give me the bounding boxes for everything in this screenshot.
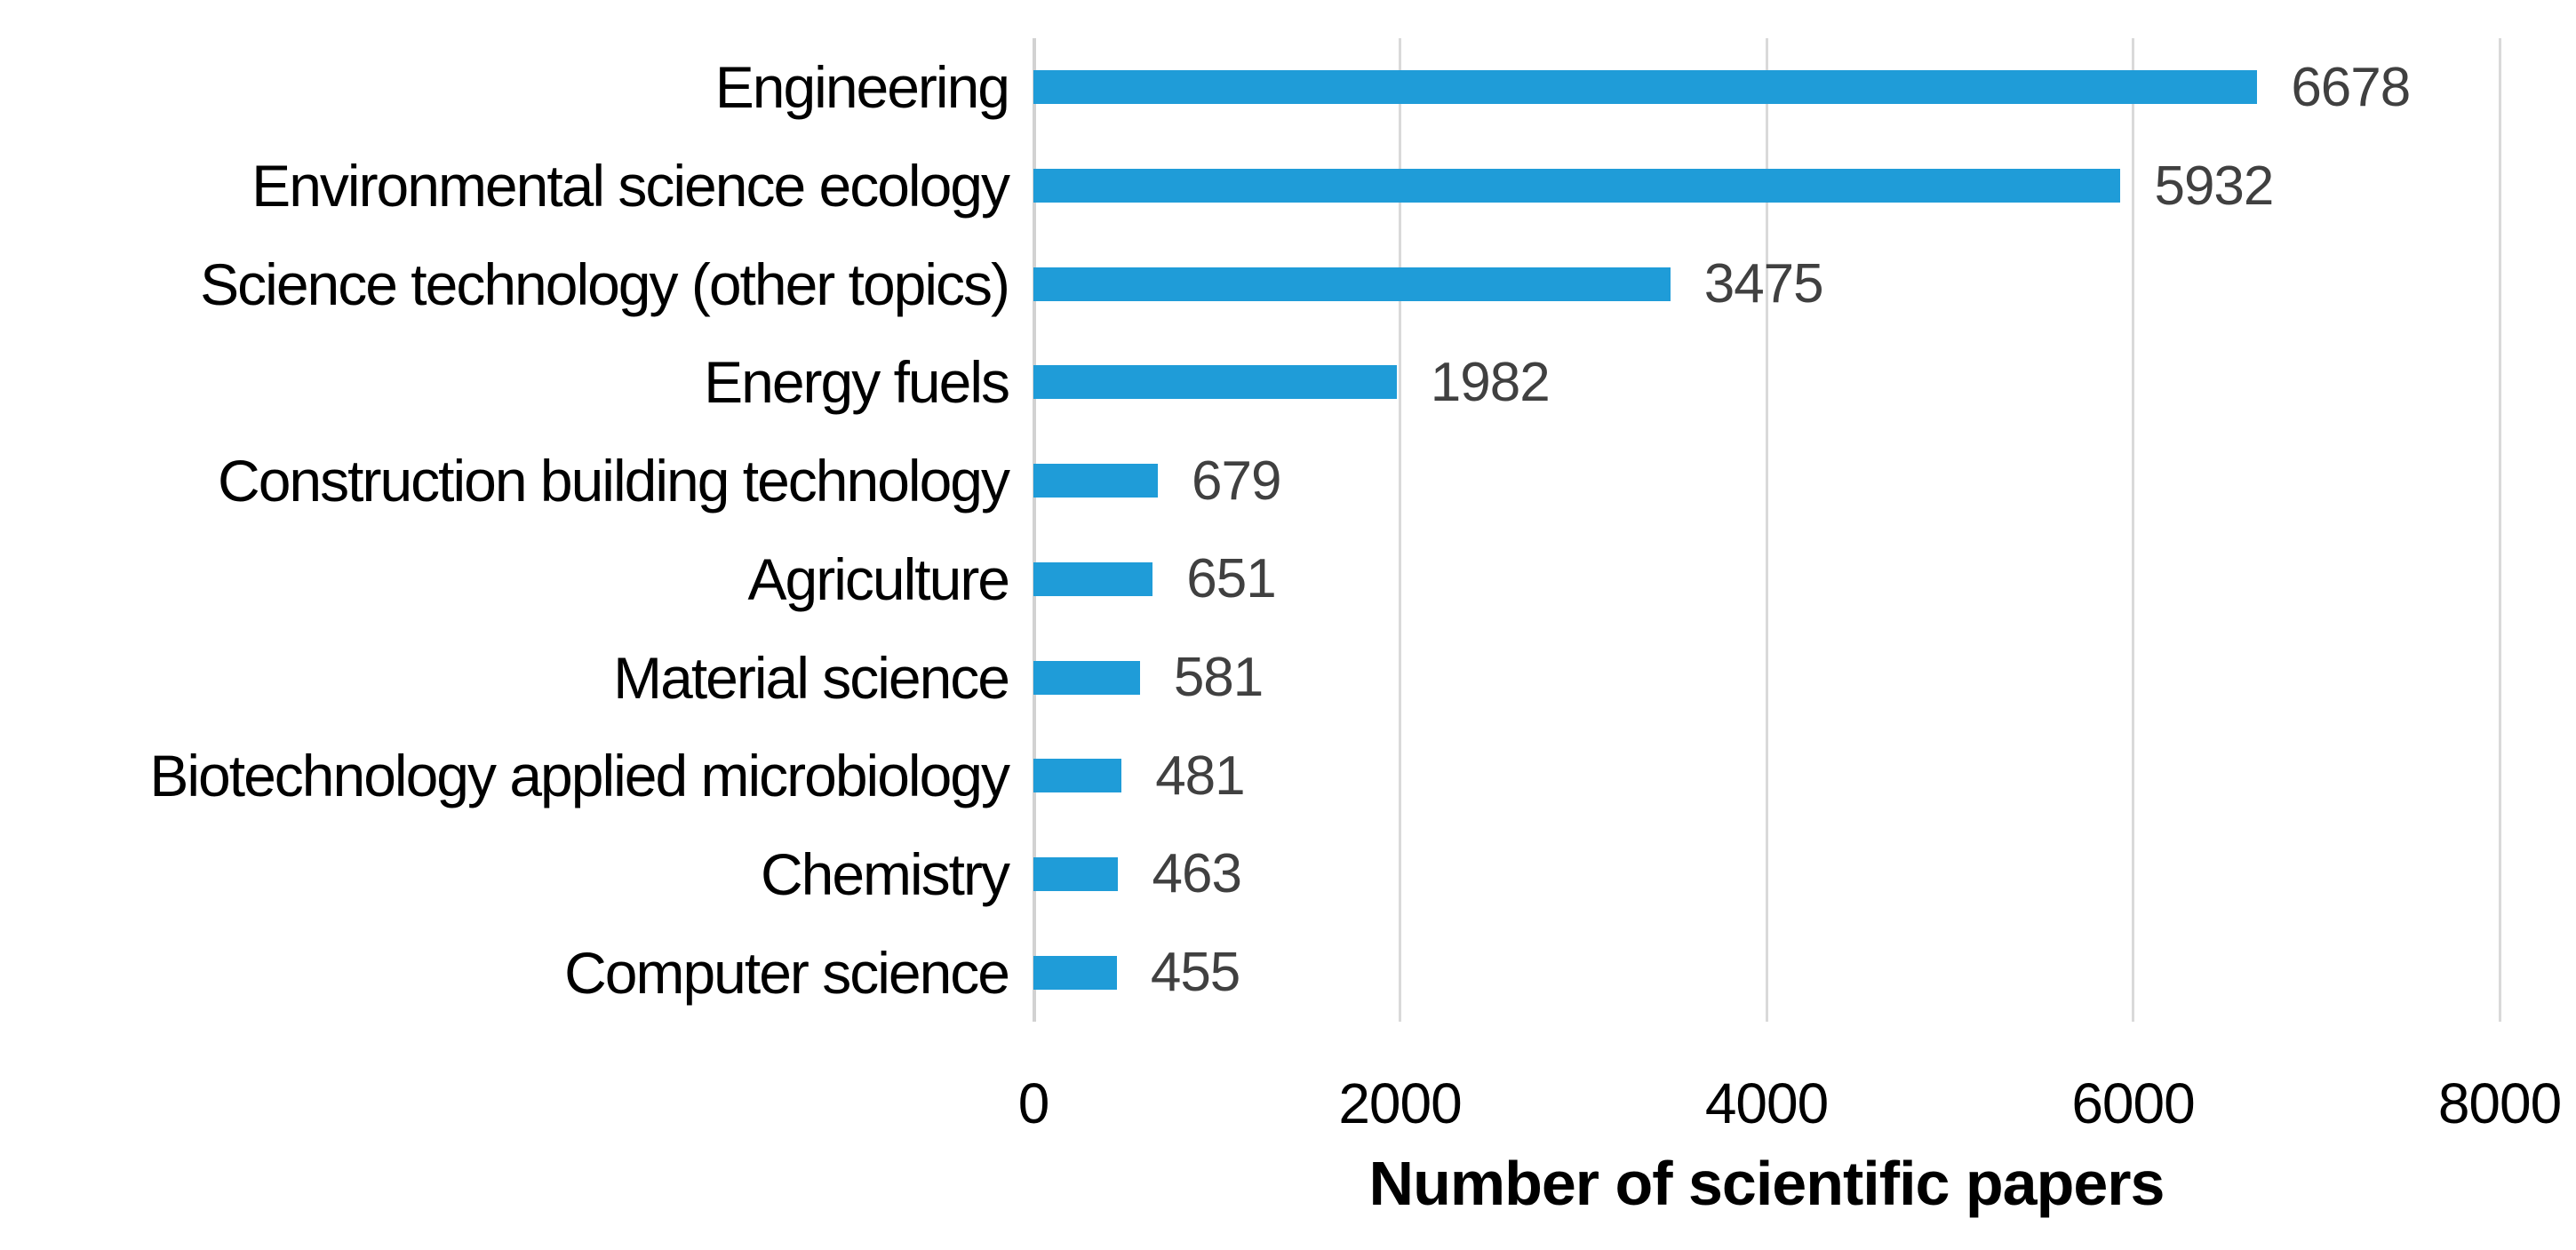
gridline bbox=[1399, 38, 1401, 1022]
value-label: 481 bbox=[1155, 744, 1245, 807]
bar bbox=[1033, 759, 1122, 793]
x-tick-label: 8000 bbox=[2437, 1071, 2562, 1135]
gridline bbox=[2498, 38, 2501, 1022]
bar bbox=[1033, 856, 1119, 891]
value-label: 5932 bbox=[2154, 155, 2274, 217]
category-label: Construction building technology bbox=[218, 448, 1010, 514]
x-tick-label: 2000 bbox=[1338, 1071, 1462, 1135]
category-label: Chemistry bbox=[760, 840, 1010, 907]
value-label: 679 bbox=[1192, 450, 1281, 512]
category-label: Computer science bbox=[564, 939, 1010, 1006]
bar bbox=[1033, 267, 1671, 301]
value-label: 581 bbox=[1173, 647, 1264, 709]
x-tick-label: 0 bbox=[1017, 1071, 1050, 1135]
value-label: 651 bbox=[1186, 548, 1276, 610]
category-label: Engineering bbox=[714, 54, 1010, 121]
value-label: 463 bbox=[1152, 843, 1241, 905]
category-label: Agriculture bbox=[747, 545, 1010, 612]
gridline bbox=[1765, 38, 1768, 1022]
bar bbox=[1033, 70, 2258, 105]
bar bbox=[1033, 660, 1140, 695]
bar bbox=[1033, 561, 1153, 596]
category-label: Biotechnology applied microbiology bbox=[149, 743, 1010, 809]
value-label: 3475 bbox=[1703, 253, 1824, 315]
x-axis-title: Number of scientific papers bbox=[1368, 1149, 2165, 1218]
category-label: Science technology (other topics) bbox=[200, 251, 1010, 317]
bar bbox=[1033, 955, 1117, 990]
category-label: Energy fuels bbox=[704, 349, 1010, 416]
y-axis-line bbox=[1032, 38, 1036, 1022]
bar bbox=[1033, 464, 1159, 498]
category-label: Environmental science ecology bbox=[251, 153, 1010, 219]
x-tick-label: 6000 bbox=[2071, 1071, 2195, 1135]
value-label: 6678 bbox=[2291, 56, 2411, 118]
category-label: Material science bbox=[613, 644, 1010, 711]
bar bbox=[1033, 169, 2121, 203]
gridline bbox=[2132, 38, 2134, 1022]
bar bbox=[1033, 365, 1397, 400]
x-tick-label: 4000 bbox=[1704, 1071, 1829, 1135]
value-label: 1982 bbox=[1430, 351, 1551, 413]
value-label: 455 bbox=[1150, 942, 1240, 1004]
